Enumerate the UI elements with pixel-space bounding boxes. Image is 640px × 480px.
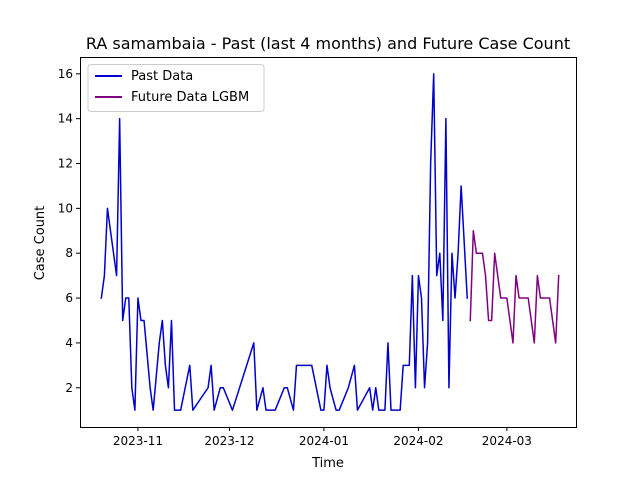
- plot-area: [100, 73, 560, 411]
- y-axis-label: Case Count: [33, 206, 48, 281]
- plot-frame: [80, 57, 577, 428]
- y-tick-label: 2: [65, 381, 73, 395]
- x-axis-label: Time: [311, 456, 344, 471]
- x-tick-label: 2024-02: [393, 434, 443, 448]
- y-tick-label: 16: [58, 67, 73, 81]
- x-axis: 2023-11 2023-12 2024-01 2024-02 2024-03: [113, 427, 532, 448]
- y-tick-label: 10: [58, 201, 73, 215]
- x-tick-label: 2024-03: [482, 434, 532, 448]
- series-line-past-data: [100, 73, 469, 411]
- x-tick-label: 2023-11: [113, 434, 163, 448]
- legend: Past Data Future Data LGBM: [87, 64, 265, 112]
- x-tick-label: 2023-12: [204, 434, 254, 448]
- y-tick-label: 12: [58, 157, 73, 171]
- legend-label-future: Future Data LGBM: [131, 90, 249, 105]
- y-tick-label: 6: [65, 291, 73, 305]
- y-tick-label: 8: [65, 246, 73, 260]
- y-tick-label: 4: [65, 336, 73, 350]
- x-tick-label: 2024-01: [299, 434, 349, 448]
- y-tick-label: 14: [58, 112, 73, 126]
- legend-label-past: Past Data: [131, 69, 193, 84]
- y-axis: 2 4 6 8 10 12 14 16: [58, 67, 80, 395]
- chart-title: RA samambaia - Past (last 4 months) and …: [86, 34, 570, 53]
- series-line-future-data: [469, 230, 560, 344]
- legend-box: [87, 64, 265, 112]
